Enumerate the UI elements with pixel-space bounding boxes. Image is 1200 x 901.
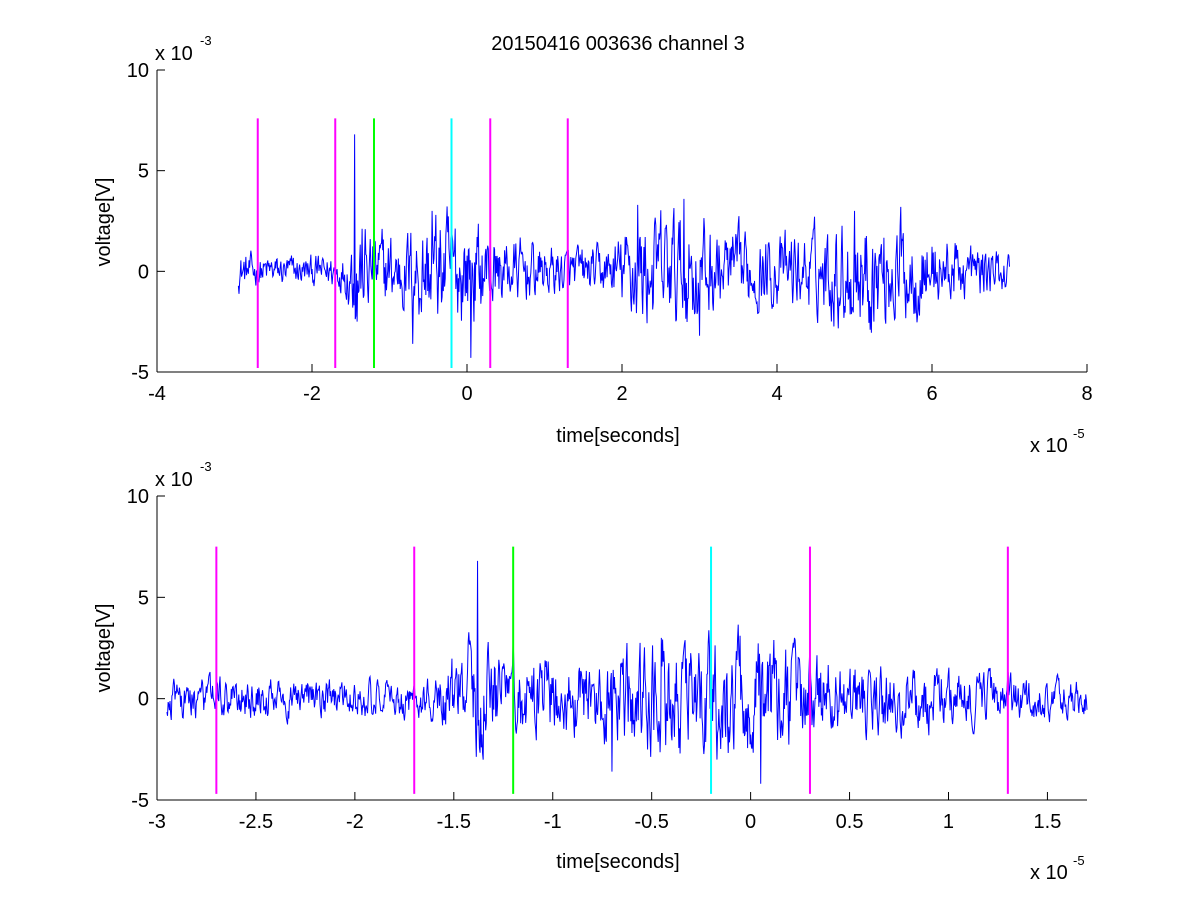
top-chart: -4 -2 0 2 4 6 8 -5 0 5 10 time[seconds] voltage[V]… [93,33,1093,457]
top-y-tick-label: 0 [138,261,149,283]
top-y-tick-label: 10 [127,60,149,82]
top-x-label: time[seconds] [556,425,679,447]
bottom-x-tick-label: 0 [745,811,756,833]
bottom-y-tick-label: 5 [138,587,149,609]
bottom-y-tick-label: -5 [131,790,149,812]
top-x-tick-label: 4 [771,383,782,405]
figure-title: 20150416 003636 channel 3 [491,33,745,55]
bottom-x-exponent-label: x 10 [1030,862,1068,884]
bottom-x-label: time[seconds] [556,851,679,873]
top-x-tick-label: -4 [148,383,166,405]
top-x-tick-label: 0 [461,383,472,405]
bottom-x-tick-label: -3 [148,811,166,833]
top-y-label: voltage[V] [93,178,115,267]
top-x-exponent-label: x 10 [1030,435,1068,457]
top-x-tick-label: 2 [616,383,627,405]
bottom-x-tick-label: -2.5 [239,811,273,833]
bottom-y-tick-label: 10 [127,486,149,508]
bottom-y-tick-label: 0 [138,689,149,711]
bottom-x-exponent: -5 [1073,853,1085,868]
bottom-x-tick-label: -0.5 [634,811,668,833]
bottom-x-tick-label: -1 [544,811,562,833]
bottom-marks: -3 -2.5 -2 -1.5 -1 -0.5 0 0.5 1 1.5 -5 0 5 10 [127,486,1088,833]
top-y-tick-label: -5 [131,362,149,384]
bottom-x-tick-label: 1 [943,811,954,833]
bottom-x-tick-label: 0.5 [836,811,864,833]
bottom-y-label: voltage[V] [93,604,115,693]
top-signal-series [237,134,1010,358]
top-x-exponent: -5 [1073,426,1085,441]
top-y-exponent-label: x 10 [155,43,193,65]
top-marks: -4 -2 0 2 4 6 8 -5 0 5 10 [127,60,1093,405]
bottom-chart: -3 -2.5 -2 -1.5 -1 -0.5 0 0.5 1 1.5 -5 0 5 10 time[se… [93,459,1088,884]
top-y-tick-label: 5 [138,161,149,183]
bottom-signal-series [166,560,1088,784]
top-y-exponent: -3 [200,33,212,48]
top-x-tick-label: -2 [303,383,321,405]
bottom-x-tick-label: -2 [346,811,364,833]
bottom-y-exponent-label: x 10 [155,469,193,491]
top-x-tick-label: 6 [926,383,937,405]
bottom-y-exponent: -3 [200,459,212,474]
bottom-x-tick-label: 1.5 [1034,811,1062,833]
top-x-tick-label: 8 [1081,383,1092,405]
bottom-x-tick-label: -1.5 [437,811,471,833]
